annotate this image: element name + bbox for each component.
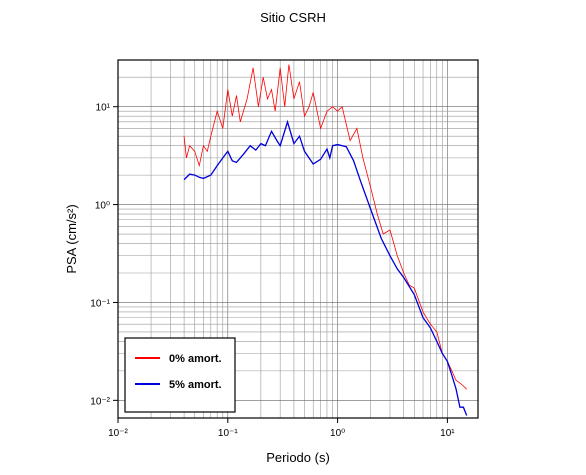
legend-label: 0% amort. bbox=[169, 353, 222, 365]
chart-title: Sitio CSRH bbox=[260, 10, 326, 25]
y-tick-label: 10¹ bbox=[96, 103, 111, 114]
x-tick-label: 10¹ bbox=[440, 428, 455, 439]
x-tick-label: 10⁰ bbox=[330, 428, 345, 439]
plot-frame bbox=[117, 59, 479, 419]
legend-label: 5% amort. bbox=[169, 379, 222, 391]
y-axis-label: PSA (cm/s²) bbox=[64, 204, 79, 273]
legend-box bbox=[124, 337, 236, 413]
series-line bbox=[183, 119, 468, 416]
y-tick-label: 10⁻¹ bbox=[90, 298, 110, 309]
x-axis-label: Periodo (s) bbox=[266, 450, 330, 465]
x-tick-label: 10⁻² bbox=[108, 428, 128, 439]
x-tick-label: 10⁻¹ bbox=[218, 428, 238, 439]
series-line bbox=[183, 64, 467, 390]
y-tick-label: 10⁻² bbox=[90, 396, 110, 407]
y-tick-label: 10⁰ bbox=[95, 201, 110, 212]
